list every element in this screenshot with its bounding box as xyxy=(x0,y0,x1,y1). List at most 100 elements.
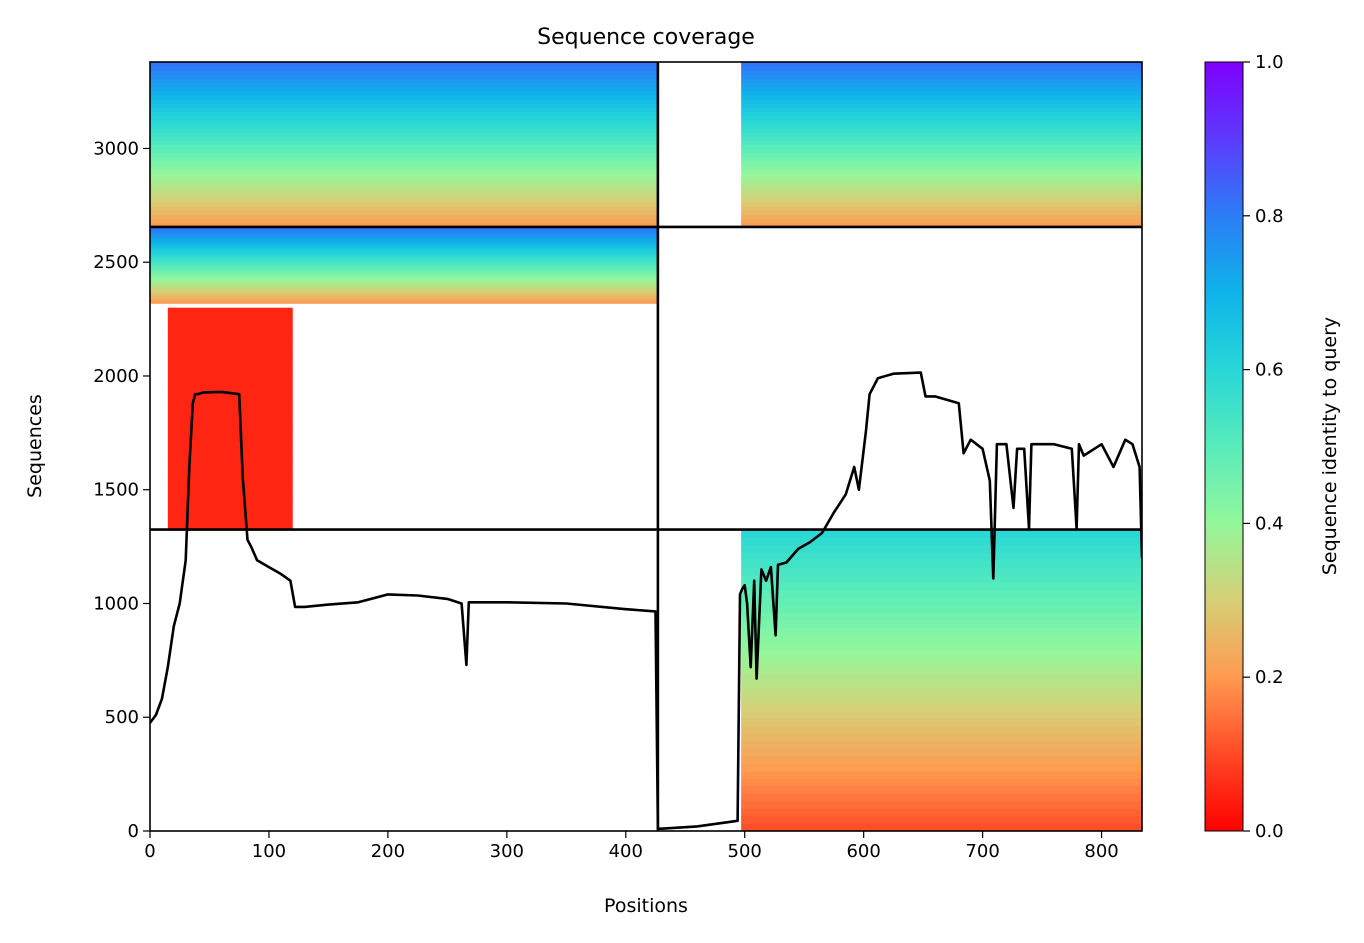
block-band xyxy=(150,244,658,247)
block-top-right xyxy=(741,62,1142,228)
block-band xyxy=(741,733,1142,742)
block-band xyxy=(741,635,1142,644)
block-band xyxy=(741,148,1142,154)
x-tick-label: 700 xyxy=(965,841,999,862)
block-band xyxy=(150,287,658,291)
block-band xyxy=(741,574,1142,583)
block-band xyxy=(150,228,658,232)
block-band xyxy=(167,446,293,453)
block-band xyxy=(150,255,658,259)
block-band xyxy=(150,78,658,84)
block-band xyxy=(741,177,1142,183)
block-band xyxy=(150,66,658,71)
y-tick-label: 1500 xyxy=(93,480,139,501)
block-band xyxy=(150,160,658,166)
block-band xyxy=(167,368,293,375)
block-band xyxy=(167,501,293,508)
block-band xyxy=(150,107,658,113)
block-band xyxy=(150,86,658,92)
block-band xyxy=(150,94,658,100)
block-band xyxy=(150,189,658,195)
block-band xyxy=(741,687,1142,696)
block-band xyxy=(150,238,658,241)
block-band xyxy=(167,401,293,409)
block-band xyxy=(150,214,658,220)
block-band xyxy=(741,136,1142,141)
block-middle-left xyxy=(150,226,658,304)
block-band xyxy=(741,152,1142,158)
block-band xyxy=(150,82,658,88)
x-tick-label: 600 xyxy=(846,841,880,862)
block-band xyxy=(150,284,658,287)
block-band xyxy=(150,70,658,75)
block-middle-left-red xyxy=(167,307,293,531)
block-band xyxy=(741,160,1142,166)
block-bottom-right xyxy=(741,529,1142,831)
block-band xyxy=(741,78,1142,84)
block-band xyxy=(150,177,658,183)
block-band xyxy=(741,165,1142,170)
block-band xyxy=(741,193,1142,199)
block-band xyxy=(741,529,1142,538)
colorbar-tick-label: 1.0 xyxy=(1255,52,1284,73)
block-band xyxy=(741,107,1142,113)
block-band xyxy=(167,346,293,353)
block-band xyxy=(167,435,293,442)
block-band xyxy=(150,169,658,174)
block-band xyxy=(167,407,293,414)
block-band xyxy=(167,507,293,514)
block-band xyxy=(741,657,1142,666)
block-band xyxy=(741,119,1142,125)
block-band xyxy=(167,479,293,486)
block-band xyxy=(741,778,1142,787)
block-band xyxy=(741,214,1142,220)
block-band xyxy=(150,206,658,212)
block-band xyxy=(150,99,658,104)
block-band xyxy=(741,665,1142,674)
block-band xyxy=(741,748,1142,757)
block-band xyxy=(150,253,658,257)
block-band xyxy=(167,429,293,436)
block-band xyxy=(741,537,1142,546)
block-band xyxy=(741,115,1142,121)
block-band xyxy=(741,755,1142,764)
block-band xyxy=(741,770,1142,779)
block-band xyxy=(150,132,658,137)
block-band xyxy=(741,82,1142,88)
block-band xyxy=(150,123,658,129)
block-band xyxy=(741,612,1142,621)
block-band xyxy=(150,234,658,238)
block-band xyxy=(741,94,1142,100)
block-band xyxy=(167,490,293,497)
block-band xyxy=(150,202,658,207)
block-band xyxy=(167,396,293,403)
block-band xyxy=(150,152,658,158)
block-band xyxy=(150,297,658,300)
block-band xyxy=(150,278,658,281)
block-band xyxy=(150,242,658,245)
colorbar-tick-label: 0.2 xyxy=(1255,667,1284,688)
y-tick-label: 500 xyxy=(105,707,139,728)
block-band xyxy=(741,202,1142,207)
block-band xyxy=(741,619,1142,629)
x-tick-label: 300 xyxy=(490,841,524,862)
block-band xyxy=(741,169,1142,174)
block-band xyxy=(741,156,1142,162)
block-band xyxy=(150,276,658,279)
block-band xyxy=(167,357,293,364)
block-band xyxy=(150,230,658,234)
x-tick-label: 200 xyxy=(371,841,405,862)
block-band xyxy=(150,265,658,268)
block-band xyxy=(150,119,658,125)
colorbar-label: Sequence identity to query xyxy=(1319,317,1341,575)
block-band xyxy=(167,324,293,331)
block-band xyxy=(741,544,1142,553)
block-band xyxy=(167,496,293,503)
y-tick-label: 1000 xyxy=(93,593,139,614)
block-band xyxy=(741,140,1142,146)
block-band xyxy=(741,800,1142,809)
block-band xyxy=(150,103,658,108)
block-band xyxy=(741,127,1142,133)
block-band xyxy=(167,318,293,325)
block-band xyxy=(167,462,293,470)
